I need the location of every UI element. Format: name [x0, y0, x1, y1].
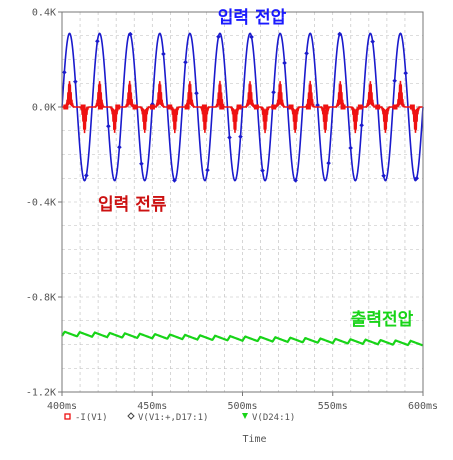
input-current-marker [237, 105, 242, 110]
input-current-marker [306, 105, 311, 110]
legend: -I(V1) V(V1:+,D17:1) V(D24:1) [65, 413, 295, 423]
input-current-marker [150, 105, 155, 110]
legend-marker-diamond-icon [128, 413, 134, 419]
y-tick-label: -0.4K [26, 198, 56, 209]
annotation-input-current: 입력 전류 [98, 195, 167, 215]
input-current-marker [167, 105, 172, 110]
input-current-marker [410, 105, 415, 110]
legend-entry: -I(V1) [75, 413, 108, 423]
y-tick-label: 0.0K [32, 103, 56, 114]
y-tick-label: -0.8K [26, 293, 56, 304]
x-tick-label: 400ms [47, 401, 77, 412]
y-tick-label: -1.2K [26, 388, 56, 399]
input-current-marker [271, 105, 276, 110]
input-current-marker [202, 105, 207, 110]
input-current-marker [115, 105, 120, 110]
input-current-marker [81, 105, 86, 110]
legend-entry: V(V1:+,D17:1) [138, 413, 208, 423]
legend-marker-square-icon [65, 414, 70, 419]
x-axis-label: Time [242, 434, 266, 445]
input-current-marker [254, 105, 259, 110]
legend-marker-triangle-icon [242, 413, 248, 419]
input-current-marker [393, 105, 398, 110]
input-current-marker [341, 105, 346, 110]
input-current-marker [358, 105, 363, 110]
input-current-marker [289, 105, 294, 110]
input-current-marker [375, 105, 380, 110]
x-tick-label: 450ms [137, 401, 167, 412]
input-current-marker [63, 105, 68, 110]
annotation-input-voltage: 입력 전압 [218, 7, 287, 28]
input-current-marker [185, 105, 190, 110]
input-current-marker [133, 105, 138, 110]
y-tick-label: 0.4K [32, 8, 56, 19]
legend-entry: V(D24:1) [252, 413, 295, 423]
input-current-marker [323, 105, 328, 110]
annotation-output-voltage: 출력전압 [351, 309, 414, 330]
x-tick-label: 500ms [227, 401, 257, 412]
x-tick-label: 600ms [408, 401, 438, 412]
input-current-marker [98, 105, 103, 110]
x-tick-label: 550ms [318, 401, 348, 412]
input-current-marker [219, 105, 224, 110]
